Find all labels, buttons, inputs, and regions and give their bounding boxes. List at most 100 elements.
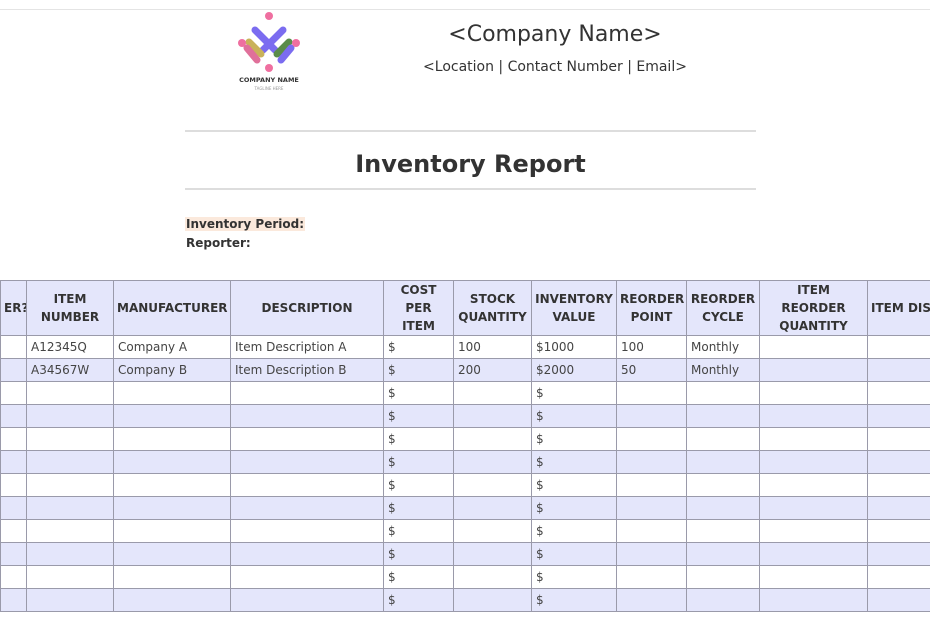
table-row: $ $ bbox=[0, 588, 930, 612]
table-cell bbox=[759, 404, 868, 428]
table-cell: 50 bbox=[616, 358, 687, 382]
table-cell: $ bbox=[383, 404, 454, 428]
table-cell: $ bbox=[531, 427, 617, 451]
table-cell bbox=[453, 565, 532, 589]
table-cell bbox=[616, 381, 687, 405]
table-cell bbox=[867, 450, 930, 474]
table-cell bbox=[867, 335, 930, 359]
column-header: COST PER ITEM bbox=[383, 280, 454, 336]
table-cell bbox=[113, 450, 231, 474]
table-cell bbox=[759, 588, 868, 612]
column-header: ITEM DISCONTI bbox=[867, 280, 930, 336]
table-cell bbox=[453, 588, 532, 612]
table-cell bbox=[686, 519, 760, 543]
table-cell bbox=[453, 381, 532, 405]
table-cell bbox=[759, 381, 868, 405]
table-cell bbox=[759, 427, 868, 451]
table-row: $ $ bbox=[0, 427, 930, 451]
table-cell bbox=[759, 473, 868, 497]
table-cell: $ bbox=[383, 427, 454, 451]
table-cell: $ bbox=[531, 565, 617, 589]
table-cell: 100 bbox=[453, 335, 532, 359]
table-cell bbox=[230, 565, 384, 589]
table-cell bbox=[26, 381, 114, 405]
table-row: $ $ bbox=[0, 519, 930, 543]
table-cell: $ bbox=[383, 335, 454, 359]
table-cell bbox=[26, 473, 114, 497]
table-cell bbox=[686, 450, 760, 474]
table-cell: $ bbox=[383, 542, 454, 566]
column-header: REORDER CYCLE bbox=[686, 280, 760, 336]
table-cell bbox=[230, 404, 384, 428]
table-cell: $ bbox=[531, 496, 617, 520]
company-name: <Company Name> bbox=[448, 22, 662, 47]
table-cell bbox=[0, 542, 27, 566]
table-cell: $1000 bbox=[531, 335, 617, 359]
table-cell bbox=[686, 565, 760, 589]
logo-name: COMPANY NAME bbox=[239, 76, 299, 84]
column-header: INVENTORY VALUE bbox=[531, 280, 617, 336]
field-label: Inventory Period: bbox=[185, 217, 306, 231]
table-cell bbox=[686, 473, 760, 497]
table-cell: $ bbox=[531, 588, 617, 612]
table-cell bbox=[26, 565, 114, 589]
table-cell bbox=[113, 519, 231, 543]
table-cell bbox=[453, 404, 532, 428]
table-cell: $ bbox=[531, 542, 617, 566]
table-cell bbox=[26, 542, 114, 566]
table-cell bbox=[26, 450, 114, 474]
table-cell bbox=[616, 473, 687, 497]
table-cell bbox=[616, 427, 687, 451]
table-row: A12345Q Company A Item Description A $100 $1… bbox=[0, 335, 930, 359]
table-cell: $ bbox=[531, 473, 617, 497]
field-label: Reporter: bbox=[186, 236, 251, 250]
table-cell: Company A bbox=[113, 335, 231, 359]
table-cell bbox=[0, 519, 27, 543]
column-header: ITEM NUMBER bbox=[26, 280, 114, 336]
table-cell bbox=[453, 542, 532, 566]
table-cell bbox=[867, 404, 930, 428]
table-cell: $ bbox=[531, 450, 617, 474]
table-cell: $ bbox=[383, 565, 454, 589]
table-cell: Monthly bbox=[686, 335, 760, 359]
table-cell bbox=[686, 542, 760, 566]
table-cell bbox=[113, 565, 231, 589]
table-cell: A12345Q bbox=[26, 335, 114, 359]
table-cell bbox=[26, 427, 114, 451]
table-cell: $2000 bbox=[531, 358, 617, 382]
report-title: Inventory Report bbox=[355, 150, 586, 178]
table-cell: A34567W bbox=[26, 358, 114, 382]
table-cell bbox=[26, 519, 114, 543]
logo-tagline: TAGLINE HERE bbox=[254, 86, 284, 91]
table-cell bbox=[230, 473, 384, 497]
table-cell: Item Description A bbox=[230, 335, 384, 359]
table-cell bbox=[453, 496, 532, 520]
table-cell: $ bbox=[531, 381, 617, 405]
table-cell bbox=[759, 496, 868, 520]
table-cell bbox=[759, 565, 868, 589]
logo: COMPANY NAME TAGLINE HERE bbox=[238, 12, 300, 91]
table-cell bbox=[0, 381, 27, 405]
table-row: $ $ bbox=[0, 565, 930, 589]
table-cell bbox=[616, 450, 687, 474]
header-row: ER? ITEM NUMBER MANUFACTURER DESCRIPTION COS… bbox=[0, 280, 930, 336]
table-cell: $ bbox=[383, 381, 454, 405]
table-cell bbox=[453, 473, 532, 497]
divider bbox=[185, 188, 756, 190]
table-cell bbox=[113, 427, 231, 451]
table-cell bbox=[0, 404, 27, 428]
table-cell bbox=[0, 588, 27, 612]
table-cell bbox=[113, 404, 231, 428]
table-cell: $ bbox=[531, 519, 617, 543]
table-cell bbox=[0, 565, 27, 589]
table-row: $ $ bbox=[0, 496, 930, 520]
column-header: ITEM REORDER QUANTITY bbox=[759, 280, 868, 336]
table-cell: $ bbox=[383, 450, 454, 474]
table-cell: $ bbox=[383, 473, 454, 497]
table-cell bbox=[867, 542, 930, 566]
table-cell: Company B bbox=[113, 358, 231, 382]
table-cell bbox=[230, 519, 384, 543]
table-cell bbox=[867, 565, 930, 589]
top-border bbox=[0, 9, 930, 10]
